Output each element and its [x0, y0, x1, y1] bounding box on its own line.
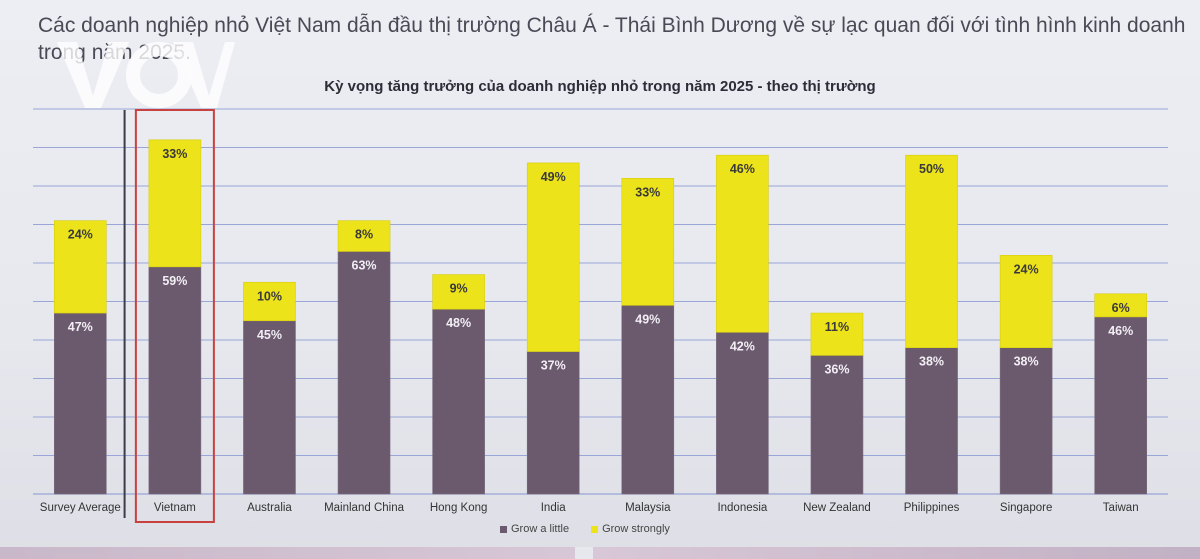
x-tick-label-hong-kong: Hong Kong — [430, 502, 488, 514]
bar-australia-grow-strongly — [243, 281, 296, 322]
chart-title: Kỳ vọng tăng trưởng của doanh nghiệp nhỏ… — [324, 78, 876, 95]
legend-swatch-grow-strongly — [591, 525, 599, 533]
bar-mainland-china-grow-strongly — [337, 220, 391, 252]
data-label-singapore-grow-a-little: 38% — [1014, 355, 1039, 369]
data-label-malaysia-grow-a-little: 49% — [635, 312, 660, 326]
bar-malaysia-grow-strongly — [621, 178, 675, 306]
data-label-indonesia-grow-a-little: 42% — [730, 339, 755, 353]
vov-watermark-logo — [57, 42, 235, 108]
bar-philippines-grow-strongly — [905, 154, 958, 348]
bar-new-zealand-grow-strongly — [810, 312, 864, 356]
x-tick-label-survey-average: Survey Average — [40, 502, 121, 514]
bar-mainland-china-grow-a-little — [337, 251, 391, 495]
data-label-mainland-china-grow-a-little: 63% — [352, 258, 377, 272]
data-label-philippines-grow-a-little: 38% — [919, 355, 944, 369]
highlight-box-vietnam — [134, 109, 215, 523]
bar-singapore-grow-strongly — [999, 255, 1053, 349]
x-tick-label-vietnam: Vietnam — [154, 502, 196, 514]
bar-indonesia-grow-strongly — [716, 154, 769, 333]
bar-indonesia-grow-a-little — [716, 331, 769, 495]
x-tick-label-philippines: Philippines — [904, 502, 960, 514]
x-tick-label-australia: Australia — [247, 502, 292, 514]
bottom-band-decoration — [0, 547, 1200, 559]
data-label-india-grow-strongly: 49% — [541, 170, 566, 184]
data-label-survey-average-grow-a-little: 47% — [68, 320, 93, 334]
x-tick-label-new-zealand: New Zealand — [803, 502, 871, 514]
bar-hong-kong-grow-strongly — [432, 274, 485, 310]
data-label-indonesia-grow-strongly: 46% — [730, 162, 755, 176]
x-tick-label-malaysia: Malaysia — [625, 502, 671, 514]
x-tick-label-taiwan: Taiwan — [1103, 502, 1139, 514]
bar-philippines-grow-a-little — [905, 347, 958, 495]
data-label-new-zealand-grow-a-little: 36% — [824, 362, 849, 376]
data-label-new-zealand-grow-strongly: 11% — [825, 320, 849, 334]
bar-vietnam-grow-a-little — [148, 266, 202, 495]
bar-singapore-grow-a-little — [999, 347, 1053, 495]
bar-malaysia-grow-a-little — [621, 305, 675, 495]
data-label-vietnam-grow-strongly: 33% — [162, 147, 187, 161]
data-label-india-grow-a-little: 37% — [541, 359, 566, 373]
chart-legend: Grow a little Grow strongly — [500, 523, 670, 535]
data-label-hong-kong-grow-strongly: 9% — [450, 282, 468, 296]
bar-new-zealand-grow-a-little — [810, 355, 864, 495]
data-label-taiwan-grow-a-little: 46% — [1108, 324, 1133, 338]
x-tick-label-singapore: Singapore — [1000, 502, 1052, 514]
data-label-taiwan-grow-strongly: 6% — [1112, 301, 1130, 315]
legend-item-grow-strongly: Grow strongly — [591, 523, 670, 535]
bar-australia-grow-a-little — [243, 320, 296, 495]
data-label-malaysia-grow-strongly: 33% — [635, 185, 660, 199]
bar-survey-average-grow-strongly — [53, 220, 107, 314]
data-label-philippines-grow-strongly: 50% — [919, 162, 944, 176]
data-label-vietnam-grow-a-little: 59% — [162, 274, 187, 288]
bar-taiwan-grow-a-little — [1094, 316, 1148, 495]
legend-label-grow-a-little: Grow a little — [511, 523, 570, 535]
legend-item-grow-a-little: Grow a little — [500, 523, 569, 535]
x-tick-label-mainland-china: Mainland China — [324, 502, 405, 514]
data-label-mainland-china-grow-strongly: 8% — [355, 228, 373, 242]
bar-taiwan-grow-strongly — [1094, 293, 1148, 318]
data-label-australia-grow-a-little: 45% — [257, 328, 282, 342]
legend-label-grow-strongly: Grow strongly — [602, 523, 670, 535]
data-label-australia-grow-strongly: 10% — [257, 289, 282, 303]
bar-india-grow-strongly — [526, 162, 580, 352]
bar-hong-kong-grow-a-little — [432, 308, 485, 495]
x-tick-label-india: India — [541, 502, 567, 514]
x-tick-label-indonesia: Indonesia — [717, 502, 767, 514]
data-label-hong-kong-grow-a-little: 48% — [446, 316, 471, 330]
data-label-singapore-grow-strongly: 24% — [1014, 262, 1039, 276]
bar-vietnam-grow-strongly — [148, 139, 202, 268]
legend-swatch-grow-a-little — [500, 525, 507, 533]
data-label-survey-average-grow-strongly: 24% — [68, 228, 93, 242]
bar-india-grow-a-little — [526, 351, 580, 495]
bar-survey-average-grow-a-little — [53, 312, 107, 495]
